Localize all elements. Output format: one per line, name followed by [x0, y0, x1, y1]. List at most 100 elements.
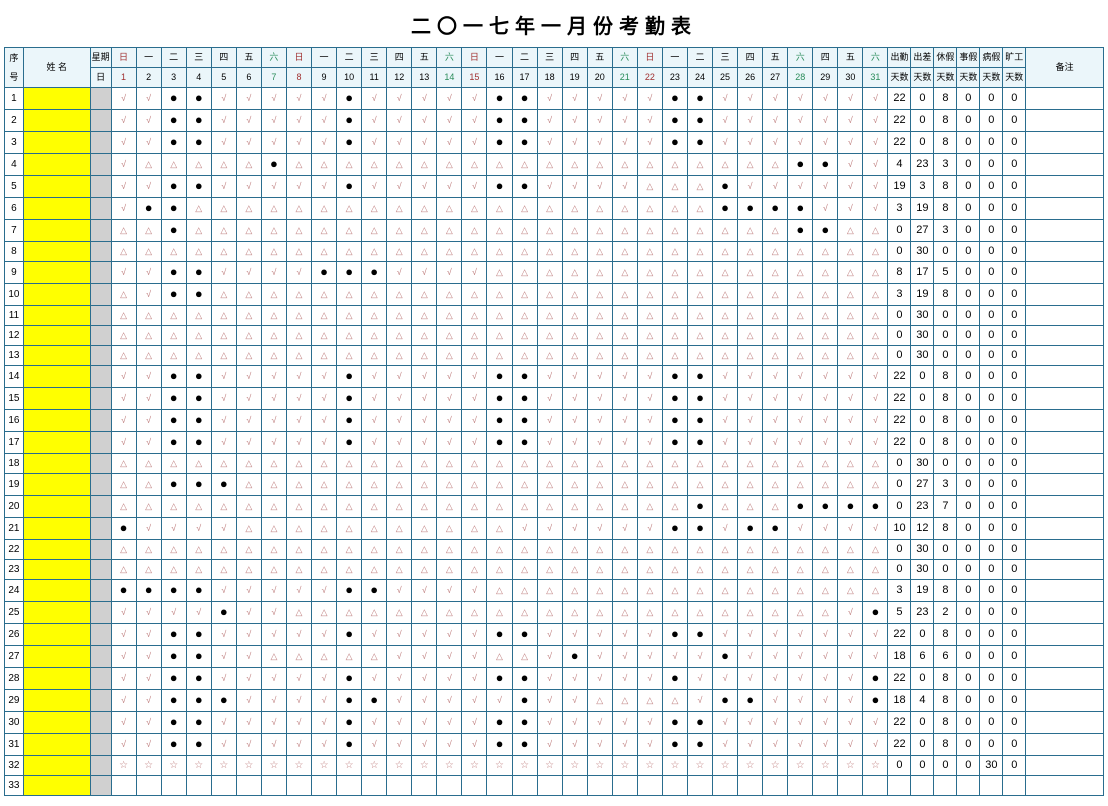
summary-cell: 0	[1003, 560, 1026, 580]
day-cell: △	[487, 306, 512, 326]
day-cell: △	[312, 646, 337, 668]
day-cell: √	[788, 176, 813, 198]
day-cell: √	[312, 690, 337, 712]
day-cell: △	[662, 220, 687, 242]
summary-cell: 0	[888, 560, 911, 580]
summary-cell: 0	[911, 712, 934, 734]
day-cell: △	[487, 474, 512, 496]
day-cell: △	[312, 560, 337, 580]
day-cell: △	[261, 496, 286, 518]
day-cell: ●	[211, 690, 236, 712]
summary-cell: 3	[934, 474, 957, 496]
summary-cell: 30	[980, 756, 1003, 776]
day-cell: ●	[186, 580, 211, 602]
day-cell: √	[312, 668, 337, 690]
day-cell: △	[412, 560, 437, 580]
summary-cell: 8	[934, 690, 957, 712]
day-cell: △	[788, 454, 813, 474]
day-cell: √	[136, 366, 161, 388]
day-cell: △	[286, 518, 311, 540]
weekday-19: 四	[562, 48, 587, 68]
day-cell: △	[462, 242, 487, 262]
day-cell: √	[111, 388, 136, 410]
day-cell: √	[462, 734, 487, 756]
day-cell: △	[161, 560, 186, 580]
day-cell: √	[312, 712, 337, 734]
day-cell: √	[763, 432, 788, 454]
row-seq: 26	[5, 624, 24, 646]
sum-unit-4: 天数	[980, 68, 1003, 88]
day-cell: √	[713, 518, 738, 540]
row-label	[90, 580, 111, 602]
day-cell: √	[286, 88, 311, 110]
date-24: 24	[687, 68, 712, 88]
day-cell: △	[738, 474, 763, 496]
table-row: 32☆☆☆☆☆☆☆☆☆☆☆☆☆☆☆☆☆☆☆☆☆☆☆☆☆☆☆☆☆☆☆0000300	[5, 756, 1104, 776]
sum-unit-0: 天数	[888, 68, 911, 88]
day-cell: △	[562, 560, 587, 580]
day-cell: √	[437, 176, 462, 198]
day-cell: △	[713, 220, 738, 242]
day-cell: ●	[687, 432, 712, 454]
table-row: 23△△△△△△△△△△△△△△△△△△△△△△△△△△△△△△△0300000	[5, 560, 1104, 580]
day-cell: △	[512, 496, 537, 518]
day-cell: △	[562, 346, 587, 366]
day-cell: ●	[662, 366, 687, 388]
day-cell: ●	[662, 668, 687, 690]
summary-cell: 0	[1003, 712, 1026, 734]
day-cell	[136, 776, 161, 796]
day-cell: ●	[186, 646, 211, 668]
day-cell: △	[562, 540, 587, 560]
day-cell: √	[537, 388, 562, 410]
day-cell: △	[136, 474, 161, 496]
row-name	[23, 110, 90, 132]
day-cell: √	[863, 734, 888, 756]
day-cell: √	[211, 88, 236, 110]
day-cell: ☆	[512, 756, 537, 776]
day-cell: ☆	[587, 756, 612, 776]
summary-cell: 0	[957, 580, 980, 602]
table-row: 2√√●●√√√√√●√√√√√●●√√√√√●●√√√√√√√2208000	[5, 110, 1104, 132]
day-cell: △	[236, 242, 261, 262]
day-cell: △	[512, 602, 537, 624]
day-cell: ☆	[637, 756, 662, 776]
day-cell: △	[587, 690, 612, 712]
day-cell: √	[788, 690, 813, 712]
day-cell: √	[437, 624, 462, 646]
day-cell: △	[612, 602, 637, 624]
day-cell: √	[462, 388, 487, 410]
table-row: 9√√●●√√√√●●●√√√√△△△△△△△△△△△△△△△△8175000	[5, 262, 1104, 284]
day-cell: √	[587, 88, 612, 110]
day-cell: △	[863, 284, 888, 306]
day-cell: △	[487, 284, 512, 306]
remarks-cell	[1026, 646, 1104, 668]
day-cell	[788, 776, 813, 796]
day-cell	[637, 776, 662, 796]
day-cell: △	[512, 220, 537, 242]
day-cell: √	[713, 132, 738, 154]
day-cell: √	[236, 690, 261, 712]
day-cell: △	[612, 690, 637, 712]
day-cell: ●	[337, 432, 362, 454]
summary-cell: 8	[934, 132, 957, 154]
day-cell: ☆	[161, 756, 186, 776]
day-cell: △	[362, 220, 387, 242]
day-cell: △	[362, 518, 387, 540]
day-cell: √	[612, 734, 637, 756]
summary-cell: 0	[957, 756, 980, 776]
day-cell: △	[337, 284, 362, 306]
day-cell: √	[261, 110, 286, 132]
day-cell: ●	[512, 734, 537, 756]
day-cell: △	[111, 496, 136, 518]
day-cell: ●	[662, 432, 687, 454]
day-cell: ●	[738, 690, 763, 712]
day-cell: √	[362, 712, 387, 734]
day-cell: √	[813, 366, 838, 388]
day-cell: ☆	[261, 756, 286, 776]
day-cell: △	[637, 602, 662, 624]
row-label	[90, 540, 111, 560]
day-cell: ●	[487, 88, 512, 110]
day-cell: △	[512, 560, 537, 580]
summary-cell: 0	[1003, 668, 1026, 690]
day-cell: △	[587, 220, 612, 242]
